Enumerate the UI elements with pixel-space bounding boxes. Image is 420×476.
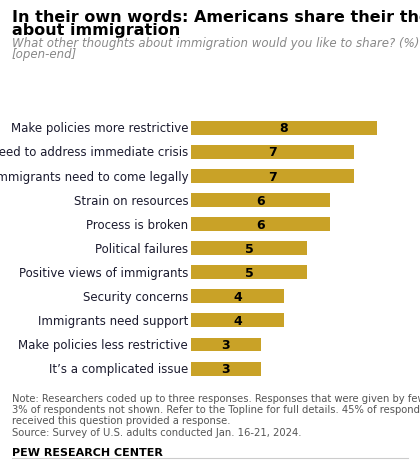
Text: received this question provided a response.: received this question provided a respon…: [12, 416, 230, 426]
Bar: [191, 242, 307, 256]
Text: 8: 8: [280, 122, 288, 135]
Bar: [191, 122, 377, 136]
Text: 5: 5: [245, 266, 254, 279]
Text: Source: Survey of U.S. adults conducted Jan. 16-21, 2024.: Source: Survey of U.S. adults conducted …: [12, 427, 301, 437]
Text: 6: 6: [257, 218, 265, 231]
Text: Process is broken: Process is broken: [86, 218, 188, 231]
Text: Strain on resources: Strain on resources: [74, 194, 188, 207]
Text: 4: 4: [233, 314, 242, 327]
Text: Need to address immediate crisis: Need to address immediate crisis: [0, 146, 188, 159]
Text: Political failures: Political failures: [95, 242, 188, 255]
Text: 3: 3: [222, 362, 230, 375]
Bar: [191, 362, 261, 376]
Text: 4: 4: [233, 290, 242, 303]
Bar: [191, 290, 284, 304]
Bar: [191, 218, 331, 232]
Text: PEW RESEARCH CENTER: PEW RESEARCH CENTER: [12, 447, 163, 457]
Text: 7: 7: [268, 170, 277, 183]
Text: Security concerns: Security concerns: [83, 290, 188, 303]
Text: 6: 6: [257, 194, 265, 207]
Text: 3% of respondents not shown. Refer to the Topline for full details. 45% of respo: 3% of respondents not shown. Refer to th…: [12, 404, 420, 414]
Text: Immigrants need to come legally: Immigrants need to come legally: [0, 170, 188, 183]
Text: 3: 3: [222, 338, 230, 351]
Text: What other thoughts about immigration would you like to share? (%): What other thoughts about immigration wo…: [12, 37, 419, 50]
Text: Note: Researchers coded up to three responses. Responses that were given by fewe: Note: Researchers coded up to three resp…: [12, 393, 420, 403]
Text: Make policies more restrictive: Make policies more restrictive: [10, 122, 188, 135]
Bar: [191, 314, 284, 327]
Bar: [191, 146, 354, 159]
Bar: [191, 170, 354, 184]
Text: 5: 5: [245, 242, 254, 255]
Bar: [191, 338, 261, 352]
Bar: [191, 194, 331, 208]
Text: Make policies less restrictive: Make policies less restrictive: [18, 338, 188, 351]
Text: 7: 7: [268, 146, 277, 159]
Text: Immigrants need support: Immigrants need support: [38, 314, 188, 327]
Text: In their own words: Americans share their thoughts: In their own words: Americans share thei…: [12, 10, 420, 25]
Text: [open-end]: [open-end]: [12, 48, 77, 60]
Text: It’s a complicated issue: It’s a complicated issue: [49, 362, 188, 375]
Text: Positive views of immigrants: Positive views of immigrants: [19, 266, 188, 279]
Text: about immigration: about immigration: [12, 23, 180, 38]
Bar: [191, 266, 307, 280]
